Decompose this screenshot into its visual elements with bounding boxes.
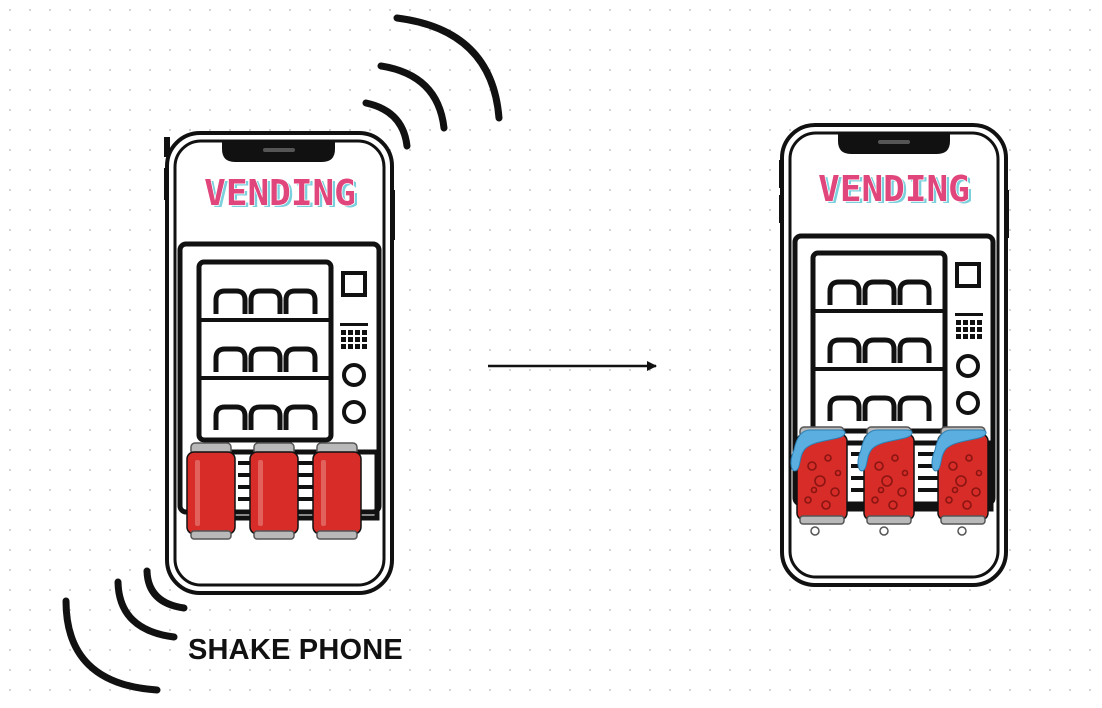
soda-can <box>312 442 362 540</box>
phone-side-button <box>164 137 170 157</box>
fizzing-cans <box>790 426 989 536</box>
machine-knob <box>956 391 980 415</box>
fizz-splash <box>857 429 913 472</box>
vending-title-shadow: VENDING <box>207 175 359 216</box>
fizzing-can <box>857 426 915 536</box>
shake-waves-bottom <box>62 567 188 694</box>
product-slots <box>827 279 932 421</box>
shake-phone-caption: SHAKE PHONE <box>188 634 403 666</box>
vending-title: VENDING <box>818 169 970 210</box>
machine-knob <box>342 400 366 424</box>
fizz-drop <box>957 526 967 536</box>
fizzing-can <box>931 426 989 536</box>
fizz-splash <box>790 429 846 472</box>
soda-cans <box>186 442 362 540</box>
fizz-bubbles <box>945 454 983 510</box>
shake-waves-top <box>362 14 503 150</box>
fizz-drop <box>810 526 820 536</box>
machine-knob <box>342 363 366 387</box>
coin-slot <box>955 262 981 288</box>
phone-after: VENDING VENDING <box>779 123 1009 587</box>
vending-title: VENDING <box>204 173 356 214</box>
fizz-bubbles <box>871 454 909 510</box>
display-window <box>196 259 334 443</box>
speaker-grille <box>878 140 910 144</box>
speaker-grille <box>263 148 295 152</box>
product-slots <box>213 288 318 430</box>
soda-can <box>249 442 299 540</box>
keypad <box>955 313 983 339</box>
soda-can <box>186 442 236 540</box>
fizzing-can <box>790 426 848 536</box>
vending-title-shadow: VENDING <box>821 171 973 212</box>
keypad <box>340 323 368 349</box>
phone-before: VENDING VENDING <box>164 131 395 595</box>
fizz-splash <box>931 429 987 472</box>
machine-knob <box>956 354 980 378</box>
coin-slot <box>341 271 367 297</box>
fizz-bubbles <box>804 454 842 510</box>
fizz-drop <box>879 526 889 536</box>
